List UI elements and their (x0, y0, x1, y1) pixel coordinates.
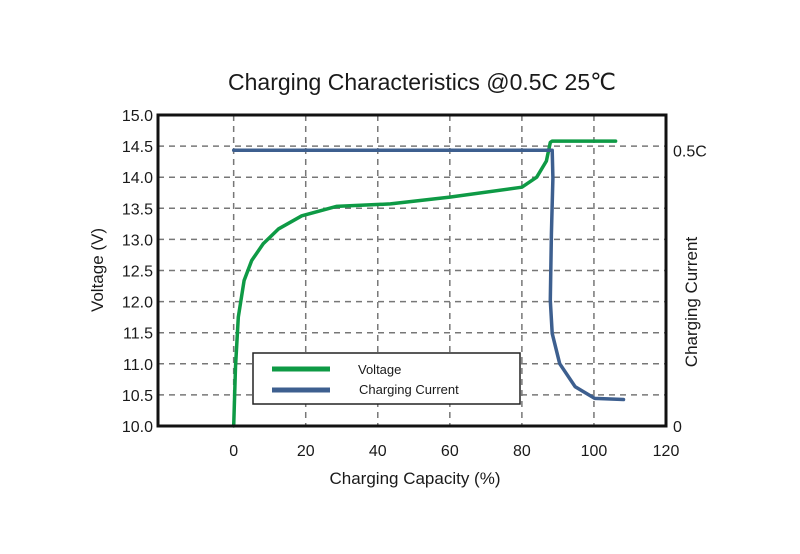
y2-tick-label: 0 (673, 419, 682, 436)
x-axis-label: Charging Capacity (%) (329, 469, 500, 488)
y-tick-label: 14.5 (122, 139, 153, 156)
y2-axis-label: Charging Current (682, 237, 701, 368)
x-tick-label: 60 (441, 443, 459, 460)
series-line-voltage (231, 139, 618, 428)
legend: Voltage Charging Current (252, 352, 521, 405)
legend-label-current: Charging Current (359, 382, 459, 397)
y-tick-label: 11.0 (123, 357, 153, 374)
chart-title: Charging Characteristics @0.5C 25℃ (228, 69, 616, 95)
y-tick-label: 13.0 (122, 232, 153, 249)
y-tick-label: 10.0 (122, 419, 153, 436)
x-tick-label: 40 (369, 443, 387, 460)
legend-box (252, 352, 521, 405)
y-tick-label: 12.5 (122, 264, 153, 281)
y2-tick-label: 0.5C (673, 143, 707, 160)
y-tick-label: 12.0 (122, 295, 153, 312)
x-tick-label: 120 (653, 443, 680, 460)
x-tick-label: 100 (581, 443, 608, 460)
series-layer (231, 139, 626, 428)
series-line-charging-current (231, 148, 626, 402)
y-tick-label: 10.5 (122, 388, 153, 405)
plot-frame (156, 113, 668, 428)
y-tick-label: 15.0 (122, 108, 153, 125)
y-tick-label: 14.0 (122, 170, 153, 187)
y-axis-label: Voltage (V) (88, 228, 107, 312)
y-tick-label: 11.5 (123, 326, 153, 343)
x-tick-label: 0 (229, 443, 238, 460)
tick-labels: 0 20 40 60 80 100 120 10.0 10.5 11.0 11.5 12.0 12.5 1… (122, 108, 707, 460)
legend-label-voltage: Voltage (358, 362, 401, 377)
x-tick-label: 20 (297, 443, 315, 460)
y-tick-label: 13.5 (122, 201, 153, 218)
x-tick-label: 80 (513, 443, 531, 460)
